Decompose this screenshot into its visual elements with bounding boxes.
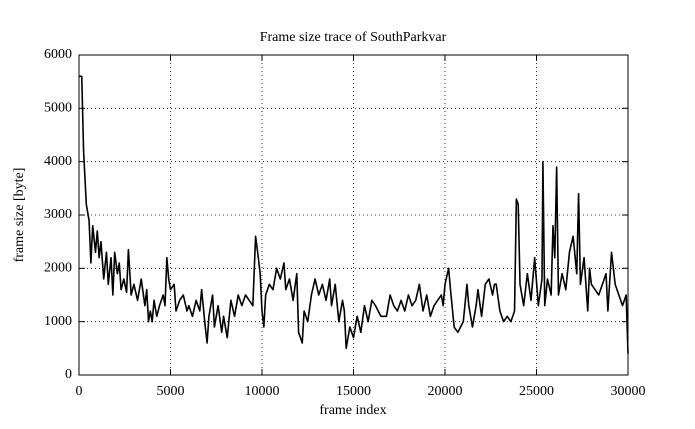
x-tick-label: 15000 bbox=[336, 384, 371, 399]
x-tick-label: 25000 bbox=[519, 384, 554, 399]
x-tick-label: 30000 bbox=[611, 384, 646, 399]
x-tick-label: 5000 bbox=[157, 384, 185, 399]
y-tick-label: 2000 bbox=[44, 261, 72, 276]
x-tick-label: 20000 bbox=[428, 384, 463, 399]
y-tick-label: 1000 bbox=[44, 314, 72, 329]
y-tick-label: 0 bbox=[65, 367, 72, 382]
y-tick-label: 3000 bbox=[44, 207, 72, 222]
y-tick-label: 6000 bbox=[44, 47, 72, 62]
y-tick-label: 5000 bbox=[44, 101, 72, 116]
x-tick-label: 10000 bbox=[245, 384, 280, 399]
chart-title: Frame size trace of SouthParkvar bbox=[260, 30, 447, 45]
x-tick-label: 0 bbox=[76, 384, 83, 399]
plot-frame bbox=[78, 54, 629, 376]
data-line bbox=[79, 75, 629, 354]
x-axis-label: frame index bbox=[319, 403, 386, 418]
y-tick-label: 4000 bbox=[44, 154, 72, 169]
y-axis-label: frame size [byte] bbox=[12, 168, 27, 263]
